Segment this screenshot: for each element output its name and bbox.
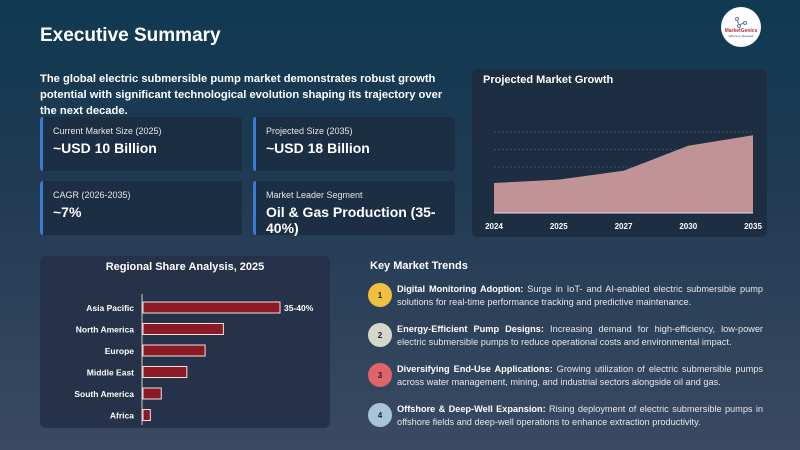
x-tick-label: 2024 [485, 222, 503, 231]
y-tick-label: Middle East [87, 368, 134, 378]
metric-card-projected-size: Projected Size (2035) ~USD 18 Billion [253, 117, 455, 171]
x-tick-label: 2027 [615, 222, 633, 231]
trend-number-badge: 2 [368, 323, 392, 347]
trend-item: 3 Diversifying End-Use Applications: Gro… [368, 363, 763, 389]
metric-value: Oil & Gas Production (35-40%) [266, 204, 436, 236]
metric-value: ~USD 18 Billion [266, 140, 370, 156]
x-tick-label: 2025 [550, 222, 568, 231]
trend-description: Surge in IoT- and AI-enabled electric su… [397, 284, 763, 307]
bar [142, 301, 281, 314]
y-tick-label: South America [74, 389, 134, 399]
trend-text: Energy-Efficient Pump Designs: Increasin… [397, 323, 763, 349]
metric-label: Market Leader Segment [266, 190, 363, 200]
y-tick-label: Africa [110, 411, 134, 421]
trend-title: Digital Monitoring Adoption: [397, 284, 524, 294]
logo-text: MarketGenics [724, 28, 758, 34]
trend-item: 2 Energy-Efficient Pump Designs: Increas… [368, 323, 763, 349]
bar-chart: Asia Pacific 35-40% North America Europe Mid… [74, 294, 314, 425]
trend-description: Rising deployment of electric submersibl… [397, 404, 764, 427]
trend-title: Diversifying End-Use Applications: [397, 364, 553, 374]
trend-item: 4 Offshore & Deep-Well Expansion: Rising… [368, 403, 763, 429]
metric-label: CAGR (2026-2035) [53, 190, 131, 200]
trend-title: Energy-Efficient Pump Designs: [397, 324, 544, 334]
logo-tagline: Where to Succeed [728, 34, 754, 38]
trends-title: Key Market Trends [370, 260, 468, 272]
y-tick-label: North America [76, 325, 135, 335]
trend-description: Increasing demand for high-efficiency, l… [397, 324, 763, 347]
projected-growth-chart: Projected Market Growth 2024 2025 2027 2030… [472, 69, 767, 237]
metric-label: Current Market Size (2025) [53, 126, 162, 136]
x-tick-label: 2035 [744, 222, 762, 231]
bar [142, 366, 188, 378]
trend-number-badge: 4 [368, 403, 392, 427]
data-label: 35-40% [284, 303, 314, 313]
trend-text: Offshore & Deep-Well Expansion: Rising d… [397, 403, 763, 429]
trend-item: 1 Digital Monitoring Adoption: Surge in … [368, 283, 763, 309]
metric-label: Projected Size (2035) [266, 126, 353, 136]
trend-description: Growing utilization of electric submersi… [397, 364, 763, 387]
chart-title: Regional Share Analysis, 2025 [105, 261, 265, 273]
bar [142, 344, 206, 357]
trend-title: Offshore & Deep-Well Expansion: [397, 404, 546, 414]
metric-value: ~7% [53, 204, 82, 220]
metric-card-leader-segment: Market Leader Segment Oil & Gas Productio… [253, 181, 455, 236]
chart-title: Projected Market Growth [483, 74, 614, 86]
trend-number-badge: 1 [368, 283, 392, 307]
company-logo: MarketGenics Where to Succeed [721, 7, 761, 47]
y-tick-label: Europe [105, 346, 135, 356]
trend-text: Digital Monitoring Adoption: Surge in Io… [397, 283, 763, 309]
bar [142, 323, 224, 335]
metric-card-cagr: CAGR (2026-2035) ~7% [40, 181, 242, 235]
page-title: Executive Summary [40, 25, 221, 46]
x-tick-label: 2030 [679, 222, 697, 231]
molecule-icon [735, 17, 747, 28]
metric-value: ~USD 10 Billion [53, 140, 157, 156]
intro-text: The global electric submersible pump mar… [40, 73, 443, 117]
y-tick-label: Asia Pacific [86, 303, 134, 313]
area-chart: 2024 2025 2027 2030 2035 [485, 131, 762, 231]
regional-share-chart: Regional Share Analysis, 2025 Asia Pacif… [40, 256, 330, 428]
metric-card-current-size: Current Market Size (2025) ~USD 10 Billio… [40, 117, 242, 171]
trend-number-badge: 3 [368, 363, 392, 387]
bar [142, 387, 162, 400]
trend-text: Diversifying End-Use Applications: Growi… [397, 363, 763, 389]
bar [142, 409, 151, 421]
area-series [494, 135, 753, 213]
